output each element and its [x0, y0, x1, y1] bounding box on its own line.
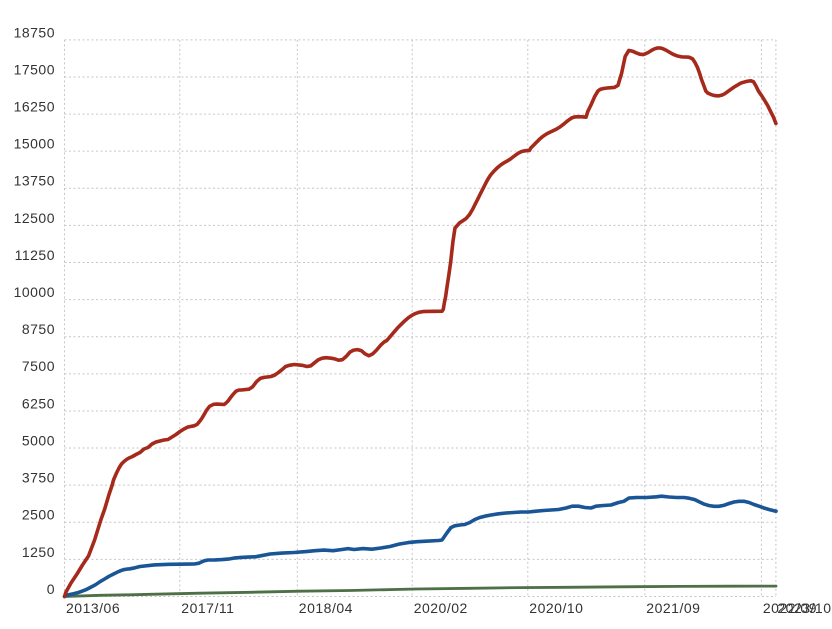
svg-text:2021/09: 2021/09 [646, 600, 700, 616]
svg-text:13750: 13750 [14, 173, 55, 189]
svg-text:12500: 12500 [14, 210, 55, 226]
svg-text:10000: 10000 [14, 284, 55, 300]
svg-text:7500: 7500 [22, 358, 55, 374]
svg-text:2020/10: 2020/10 [529, 600, 583, 616]
svg-text:2020/02: 2020/02 [414, 600, 468, 616]
svg-text:5000: 5000 [22, 432, 55, 448]
svg-text:0: 0 [47, 581, 55, 597]
svg-text:11250: 11250 [15, 247, 55, 263]
svg-text:15000: 15000 [14, 136, 55, 152]
svg-text:18750: 18750 [14, 24, 55, 40]
svg-text:16250: 16250 [14, 98, 55, 114]
svg-text:17500: 17500 [14, 61, 55, 77]
svg-text:1250: 1250 [22, 544, 55, 560]
svg-text:2500: 2500 [22, 507, 55, 523]
svg-text:6250: 6250 [22, 395, 55, 411]
svg-text:3750: 3750 [22, 470, 55, 486]
svg-text:2023/10: 2023/10 [777, 600, 831, 616]
svg-text:2013/06: 2013/06 [66, 600, 120, 616]
svg-text:8750: 8750 [22, 321, 55, 337]
svg-text:2018/04: 2018/04 [299, 600, 353, 616]
svg-text:2017/11: 2017/11 [181, 600, 234, 616]
svg-text:2022/09: 2022/09 [763, 600, 817, 616]
